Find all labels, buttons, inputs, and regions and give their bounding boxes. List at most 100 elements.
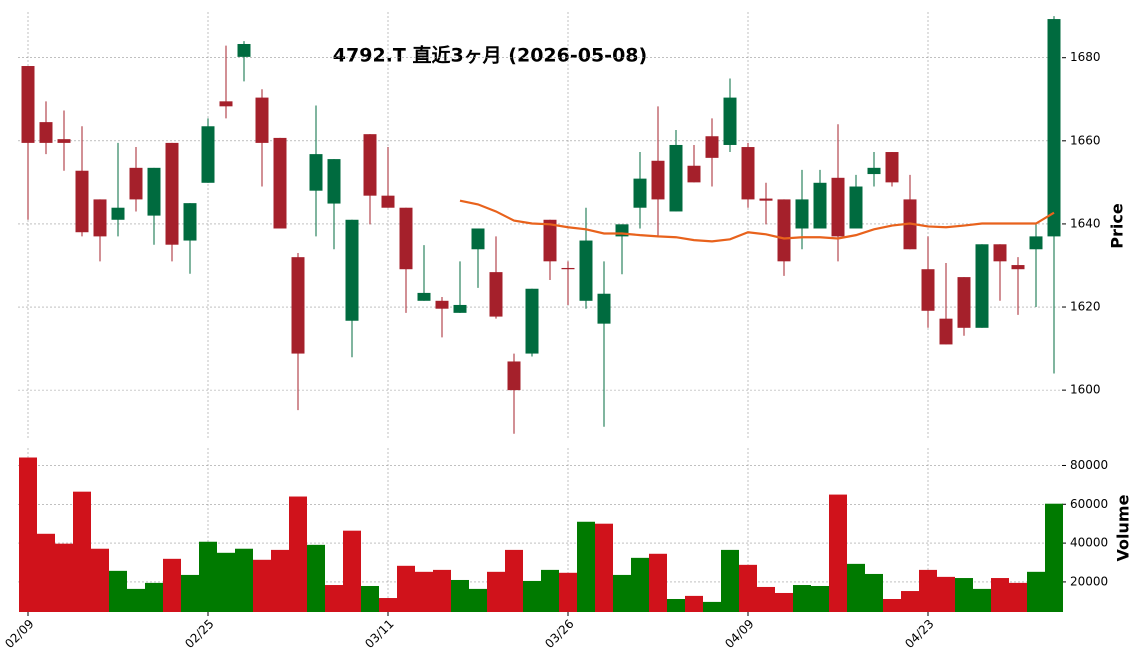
- y-tick-label: 1600: [1070, 383, 1101, 397]
- volume-bar: [829, 494, 847, 612]
- volume-bar: [631, 557, 649, 612]
- candle-body: [993, 244, 1007, 262]
- x-tick-label: 02/25: [182, 617, 216, 651]
- volume-bar: [343, 530, 361, 612]
- candle-body: [111, 207, 125, 220]
- volume-bar: [1009, 582, 1027, 612]
- volume-bar: [811, 585, 829, 612]
- candle-body: [183, 203, 197, 241]
- candle-body: [543, 219, 557, 262]
- candle-body: [705, 136, 719, 158]
- volume-bar: [973, 588, 991, 612]
- volume-bar: [73, 491, 91, 612]
- candle-body: [975, 244, 989, 328]
- volume-bar: [505, 549, 523, 612]
- candle-body: [651, 160, 665, 200]
- candle-body: [273, 137, 287, 229]
- candle-body: [921, 269, 935, 311]
- candle-body: [93, 199, 107, 237]
- y-tick-label: 1680: [1070, 50, 1101, 64]
- volume-bar: [415, 571, 433, 612]
- volume-bar: [19, 457, 37, 612]
- candle-body: [165, 142, 179, 245]
- candle-body: [435, 300, 449, 309]
- candle-body: [1029, 236, 1043, 250]
- candle-body: [957, 277, 971, 328]
- candle-body: [255, 97, 269, 143]
- volume-bar: [955, 578, 973, 612]
- volume-bar: [199, 541, 217, 612]
- x-tick-label: 03/26: [542, 617, 576, 651]
- candle-body: [129, 167, 143, 200]
- y-tick-label: 40000: [1070, 536, 1108, 550]
- candle-body: [759, 198, 773, 201]
- x-tick-label: 04/23: [902, 617, 936, 651]
- volume-bar: [253, 559, 271, 612]
- candle-body: [813, 182, 827, 229]
- x-tick-label: 04/09: [722, 617, 756, 651]
- volume-bar: [361, 585, 379, 612]
- y-axis-title: Price: [1108, 203, 1127, 249]
- y-tick-label: 1640: [1070, 216, 1101, 230]
- candle-body: [489, 272, 503, 317]
- volume-bar: [757, 586, 775, 612]
- candle-body: [417, 292, 431, 301]
- candle-body: [453, 304, 467, 313]
- y-tick-label: 60000: [1070, 497, 1108, 511]
- candle-body: [939, 318, 953, 345]
- volume-bar: [703, 601, 721, 612]
- volume-axis-title: Volume: [1114, 494, 1133, 561]
- volume-bar: [55, 543, 73, 612]
- volume-bar: [865, 573, 883, 612]
- volume-bar: [181, 574, 199, 612]
- volume-bar: [613, 574, 631, 612]
- volume-bar: [721, 549, 739, 612]
- volume-bar: [127, 588, 145, 612]
- candle-body: [831, 177, 845, 237]
- y-tick-label: 20000: [1070, 574, 1108, 588]
- candle-body: [669, 144, 683, 212]
- candle-body: [75, 170, 89, 233]
- candle-body: [777, 199, 791, 262]
- volume-bar: [739, 564, 757, 612]
- volume-bar: [883, 598, 901, 612]
- candle-body: [849, 186, 863, 229]
- volume-bar: [919, 569, 937, 612]
- candle-body: [21, 66, 35, 143]
- volume-bar: [163, 558, 181, 612]
- candle-body: [237, 43, 251, 57]
- x-tick-label: 03/11: [362, 617, 396, 651]
- volume-bar: [37, 533, 55, 612]
- volume-bar: [469, 588, 487, 612]
- x-tick-label: 02/09: [2, 617, 36, 651]
- volume-bar: [559, 572, 577, 612]
- candle-body: [309, 154, 323, 191]
- candle-body: [867, 167, 881, 175]
- volume-bar: [577, 521, 595, 612]
- candle-body: [201, 126, 215, 183]
- candle-body: [147, 167, 161, 216]
- candle-body: [57, 139, 71, 143]
- volume-bar: [667, 598, 685, 612]
- candle-body: [885, 152, 899, 183]
- candle-body: [345, 219, 359, 321]
- volume-bar: [451, 579, 469, 612]
- volume-bar: [91, 548, 109, 612]
- volume-bar: [487, 571, 505, 612]
- candle-body: [795, 199, 809, 229]
- candle-body: [561, 267, 575, 270]
- volume-bar: [793, 585, 811, 612]
- volume-bar: [307, 544, 325, 612]
- y-tick-label: 1620: [1070, 300, 1101, 314]
- volume-bar: [217, 552, 235, 612]
- volume-bar: [1027, 571, 1045, 612]
- volume-bar: [901, 591, 919, 612]
- candle-body: [39, 122, 53, 143]
- volume-bar: [595, 523, 613, 612]
- volume-bar: [325, 585, 343, 612]
- candle-body: [687, 165, 701, 183]
- volume-bar: [775, 592, 793, 612]
- volume-bar: [433, 569, 451, 612]
- volume-bar: [523, 580, 541, 612]
- y-tick-label: 80000: [1070, 458, 1108, 472]
